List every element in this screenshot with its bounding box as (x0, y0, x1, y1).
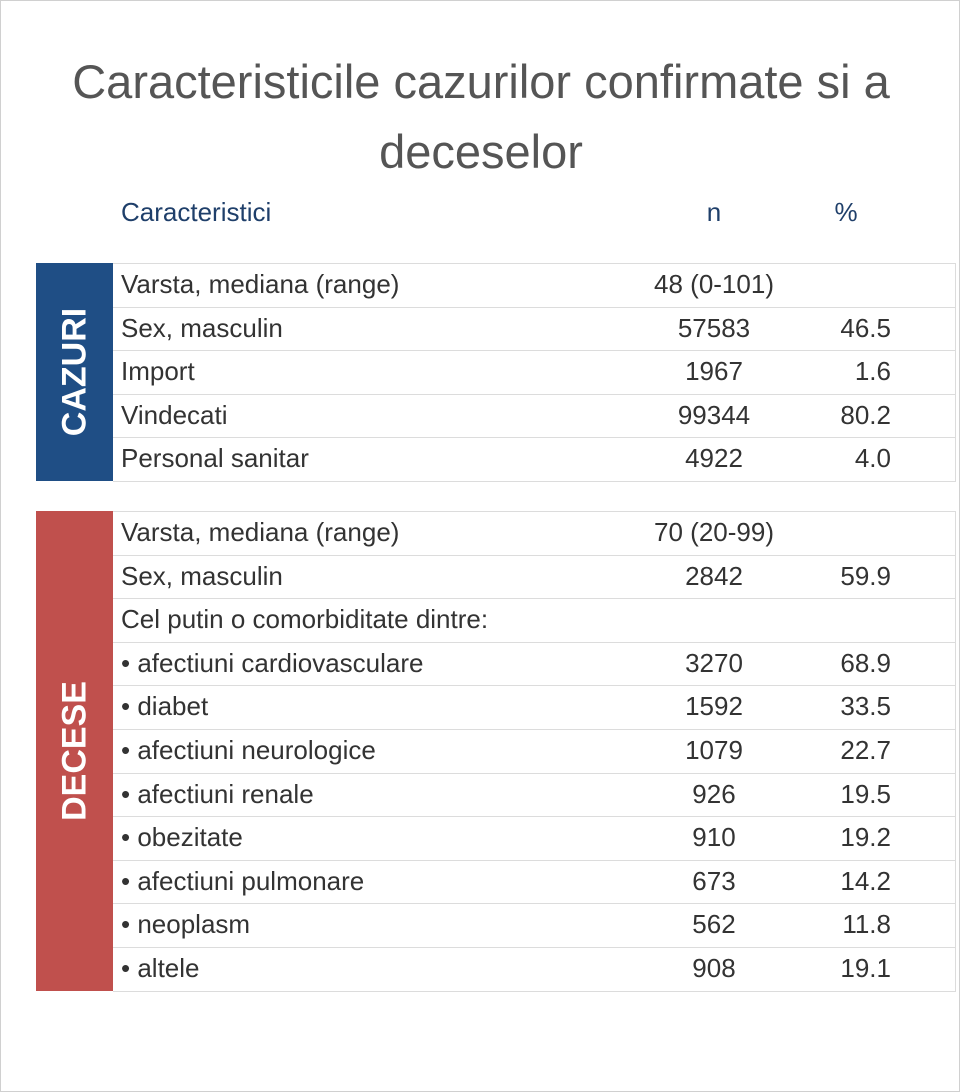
row-n: 1592 (685, 691, 743, 722)
table-row (113, 306, 956, 352)
row-label: Varsta, mediana (range) (121, 269, 400, 299)
row-n: 57583 (677, 312, 751, 343)
row-label: Import (121, 356, 195, 387)
row-label: Cel putin o comorbiditate dintre: (121, 604, 489, 635)
row-n: 910 (692, 822, 736, 853)
row-n: 48 (0-101) (654, 269, 774, 299)
table-row (113, 393, 956, 439)
row-n: 4922 (685, 443, 743, 474)
row-pct: 80.2 (840, 399, 891, 430)
row-pct: 19.1 (840, 953, 891, 983)
row-label: Varsta, mediana (range) (121, 517, 400, 547)
row-n: 908 (692, 953, 736, 983)
table-row (113, 350, 956, 395)
row-n: 2842 (685, 560, 743, 591)
section-band: CAZURI (36, 263, 113, 481)
row-pct: 19.2 (840, 822, 891, 853)
row-label: • diabet (121, 691, 209, 722)
row-label: • afectiuni cardiovasculare (121, 647, 424, 678)
row-label: • afectiuni pulmonare (121, 865, 365, 896)
row-n: 562 (692, 909, 736, 940)
header-label: Caracteristici (121, 197, 272, 227)
table-row (113, 685, 956, 730)
row-pct: 22.7 (840, 735, 891, 765)
row-label: • afectiuni renale (121, 778, 314, 809)
row-pct: 1.6 (854, 356, 891, 387)
table-row (113, 598, 956, 643)
title: Caracteristicile cazurilor confirmate si… (72, 55, 890, 178)
row-n: 70 (20-99) (654, 517, 774, 547)
row-n: 99344 (677, 399, 751, 430)
row-label: Personal sanitar (121, 443, 309, 474)
table-row (113, 859, 956, 905)
table-row (113, 641, 956, 687)
section-band: DECESE (36, 511, 113, 991)
row-label: • obezitate (121, 822, 243, 853)
row-pct: 46.5 (840, 312, 891, 343)
table-row (113, 816, 956, 861)
row-n: 673 (692, 865, 736, 896)
row-n: 3270 (685, 647, 743, 678)
row-pct: 33.5 (840, 691, 891, 722)
table-row (113, 437, 956, 482)
row-n: 926 (692, 778, 736, 809)
table-row (113, 947, 956, 992)
table-row (113, 729, 956, 774)
row-label: Sex, masculin (121, 312, 283, 343)
row-label: • afectiuni neurologice (121, 735, 376, 765)
table-row (113, 263, 956, 308)
row-label: • altele (121, 953, 200, 983)
table-row (113, 554, 956, 600)
row-n: 1967 (685, 356, 743, 387)
section-label: DECESE (55, 680, 93, 821)
row-pct: 4.0 (854, 443, 891, 474)
row-label: Sex, masculin (121, 560, 283, 591)
row-n: 1079 (685, 735, 743, 765)
row-pct: 14.2 (840, 865, 891, 896)
row-pct: 59.9 (840, 560, 891, 591)
table-row (113, 511, 956, 556)
header-n: n (706, 197, 722, 227)
row-pct: 11.8 (842, 909, 891, 940)
row-pct: 68.9 (840, 647, 891, 678)
row-label: • neoplasm (121, 909, 251, 940)
section-label: CAZURI (55, 307, 93, 437)
header-pct: % (834, 197, 858, 227)
row-label: Vindecati (121, 399, 228, 430)
row-pct: 19.5 (840, 778, 891, 809)
